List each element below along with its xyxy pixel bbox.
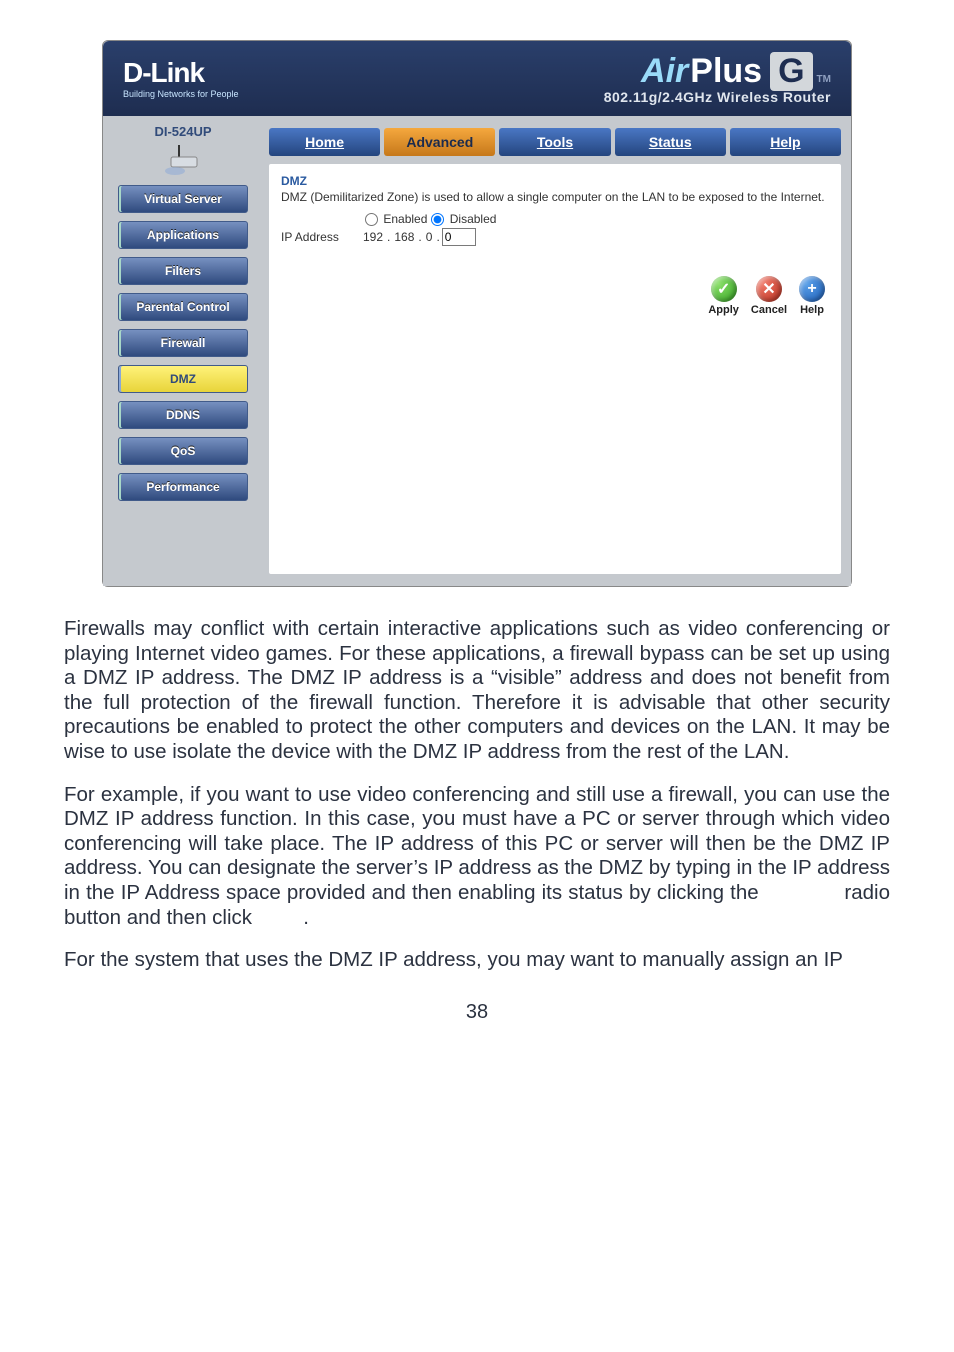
enabled-radio-label[interactable]: Enabled [361, 212, 427, 226]
tab-help[interactable]: Help [730, 128, 841, 156]
sidebar-item-ddns[interactable]: DDNS [118, 401, 248, 429]
action-row: ✓ Apply ✕ Cancel + Help [281, 276, 829, 316]
sidebar-item-dmz[interactable]: DMZ [118, 365, 248, 393]
plus-icon: + [799, 276, 825, 302]
sidebar-item-parental-control[interactable]: Parental Control [118, 293, 248, 321]
help-label: Help [800, 304, 824, 316]
apply-button[interactable]: ✓ Apply [708, 276, 739, 316]
brand-g: G [770, 52, 812, 91]
tab-advanced[interactable]: Advanced [384, 128, 495, 156]
tab-home[interactable]: Home [269, 128, 380, 156]
disabled-radio[interactable] [431, 213, 444, 226]
cancel-label: Cancel [751, 304, 787, 316]
main-area: Home Advanced Tools Status Help DMZ DMZ … [263, 116, 851, 586]
sidebar-item-virtual-server[interactable]: Virtual Server [118, 185, 248, 213]
apply-label: Apply [708, 304, 739, 316]
window-body: DI-524UP Virtual Server Applications Fil… [103, 116, 851, 586]
brand-air: Air [641, 52, 688, 91]
enabled-text: Enabled [383, 212, 427, 226]
x-icon: ✕ [756, 276, 782, 302]
ip-seg-2: 168 [394, 230, 414, 244]
ip-last-octet-input[interactable] [442, 228, 476, 246]
dlink-logo: D-Link [123, 59, 239, 87]
router-admin-window: D-Link Building Networks for People AirP… [102, 40, 852, 587]
sidebar: DI-524UP Virtual Server Applications Fil… [103, 116, 263, 586]
logo-block: D-Link Building Networks for People [123, 59, 239, 99]
ip-address-row: IP Address 192. 168. 0. [281, 228, 829, 246]
disabled-text: Disabled [450, 212, 497, 226]
ip-label: IP Address [281, 230, 361, 244]
window-header: D-Link Building Networks for People AirP… [103, 41, 851, 116]
sidebar-item-applications[interactable]: Applications [118, 221, 248, 249]
sidebar-item-filters[interactable]: Filters [118, 257, 248, 285]
ip-segments: 192. 168. 0. [361, 228, 476, 246]
antenna-icon [165, 141, 201, 177]
model-label: DI-524UP [103, 124, 263, 139]
disabled-radio-label[interactable]: Disabled [427, 212, 496, 226]
brand-tm: TM [817, 74, 831, 85]
page-number: 38 [60, 1001, 894, 1024]
paragraph-2: For example, if you want to use video co… [64, 783, 890, 931]
logo-tagline: Building Networks for People [123, 89, 239, 99]
sidebar-item-performance[interactable]: Performance [118, 473, 248, 501]
cancel-button[interactable]: ✕ Cancel [751, 276, 787, 316]
tab-row: Home Advanced Tools Status Help [269, 128, 841, 156]
enable-disable-row: Enabled Disabled [361, 212, 829, 226]
tab-tools[interactable]: Tools [499, 128, 610, 156]
tab-status[interactable]: Status [615, 128, 726, 156]
paragraph-1: Firewalls may conflict with certain inte… [64, 617, 890, 765]
check-icon: ✓ [711, 276, 737, 302]
help-button[interactable]: + Help [799, 276, 825, 316]
page: D-Link Building Networks for People AirP… [0, 0, 954, 1064]
sidebar-item-firewall[interactable]: Firewall [118, 329, 248, 357]
ip-seg-1: 192 [363, 230, 383, 244]
enabled-radio[interactable] [365, 213, 378, 226]
panel-description: DMZ (Demilitarized Zone) is used to allo… [281, 190, 829, 204]
brand-main: AirPlus G TM [641, 52, 831, 91]
brand-plus: Plus [690, 52, 762, 91]
brand-subtitle: 802.11g/2.4GHz Wireless Router [604, 89, 831, 105]
brand-block: AirPlus G TM 802.11g/2.4GHz Wireless Rou… [604, 52, 831, 105]
panel-title: DMZ [281, 174, 829, 188]
paragraph-3: For the system that uses the DMZ IP addr… [64, 948, 890, 973]
content-panel: DMZ DMZ (Demilitarized Zone) is used to … [269, 164, 841, 574]
sidebar-item-qos[interactable]: QoS [118, 437, 248, 465]
ip-seg-3: 0 [426, 230, 433, 244]
